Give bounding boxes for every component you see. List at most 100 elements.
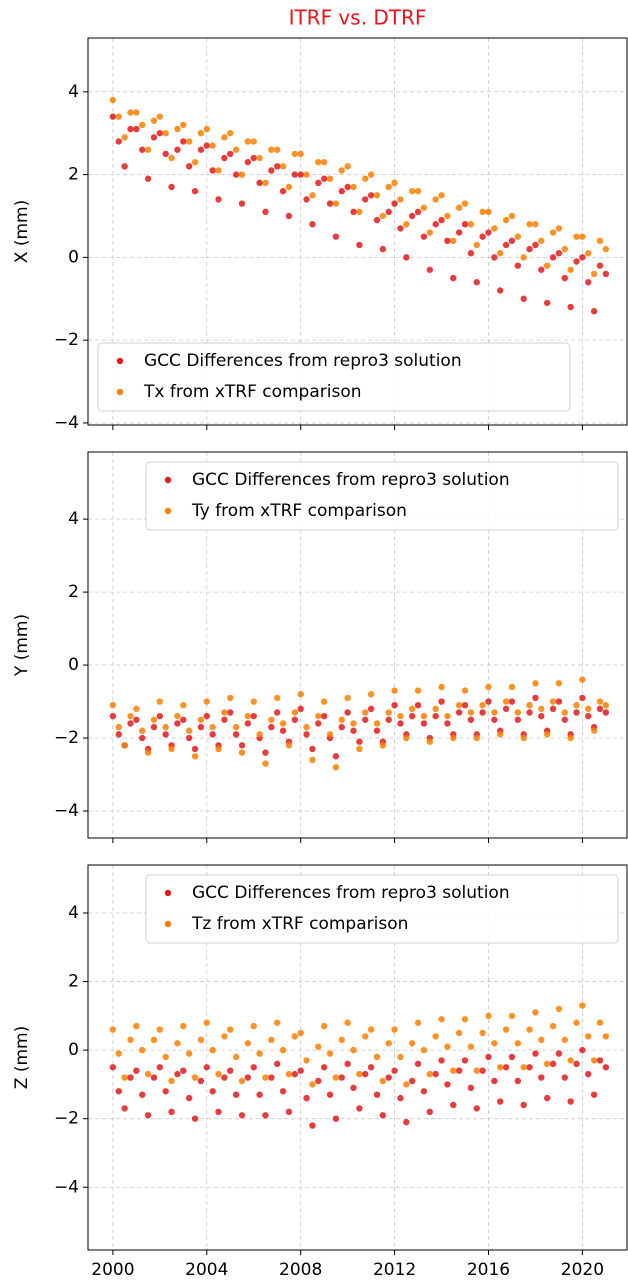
data-point: [426, 266, 434, 273]
plot-frame: [87, 451, 628, 839]
data-point: [232, 723, 240, 731]
data-point: [291, 1033, 299, 1040]
data-point: [133, 705, 140, 713]
data-point: [362, 716, 369, 723]
plot-frame: [87, 864, 628, 1251]
data-point: [438, 1057, 445, 1064]
data-point: [538, 705, 545, 713]
data-point: [497, 731, 504, 738]
data-point: [455, 1067, 463, 1074]
data-point: [250, 712, 257, 720]
data-point: [279, 1088, 287, 1095]
data-point: [403, 254, 410, 261]
data-point: [133, 125, 140, 133]
data-point: [602, 701, 610, 709]
data-point: [303, 1057, 310, 1064]
data-point: [238, 749, 246, 756]
data-point: [197, 1036, 205, 1044]
y-tick-label: 2: [68, 165, 79, 185]
data-point: [373, 192, 381, 199]
legend-marker: [164, 920, 172, 928]
data-point: [121, 1074, 128, 1081]
data-point: [444, 1043, 451, 1050]
data-point: [297, 1029, 304, 1037]
data-point: [180, 1022, 187, 1030]
data-point: [403, 1081, 410, 1088]
data-point: [320, 175, 328, 182]
data-point: [227, 709, 234, 716]
data-point: [532, 1009, 539, 1016]
data-point: [320, 698, 328, 705]
data-point: [291, 709, 299, 716]
data-point: [303, 171, 310, 178]
data-point: [144, 1112, 152, 1119]
data-point: [573, 1019, 580, 1026]
data-point: [356, 745, 363, 753]
data-point: [555, 1050, 563, 1057]
data-point: [326, 200, 334, 207]
data-point: [467, 221, 475, 228]
data-point: [408, 187, 416, 195]
data-point: [385, 716, 392, 723]
data-point: [162, 129, 169, 137]
data-point: [555, 225, 563, 232]
data-point: [426, 229, 434, 236]
legend-box: [97, 342, 571, 412]
data-point: [520, 254, 527, 261]
legend-label: GCC Differences from repro3 solution: [192, 883, 510, 903]
legend-marker: [116, 388, 124, 396]
legend-marker: [164, 889, 172, 897]
data-point: [350, 727, 357, 734]
legend-marker: [164, 507, 172, 515]
y-tick-label: 2: [68, 582, 79, 602]
data-point: [538, 712, 545, 720]
data-point: [520, 295, 527, 302]
data-point: [156, 1026, 164, 1033]
plot-frame: [87, 37, 628, 426]
data-point: [174, 1070, 181, 1078]
data-point: [579, 694, 586, 702]
data-point: [268, 716, 275, 723]
data-point: [561, 716, 568, 723]
data-point: [221, 1033, 228, 1040]
data-point: [344, 1019, 351, 1026]
data-point: [362, 175, 369, 182]
data-point: [362, 1033, 369, 1040]
data-point: [532, 680, 539, 687]
data-point: [350, 1084, 357, 1092]
data-point: [326, 1050, 334, 1057]
data-point: [573, 233, 580, 240]
data-point: [356, 1070, 363, 1078]
y-axis-label: Y (mm): [12, 614, 32, 677]
data-point: [379, 742, 387, 749]
data-point: [450, 274, 457, 282]
data-point: [215, 196, 222, 203]
data-point: [479, 1067, 486, 1074]
data-point: [491, 225, 498, 232]
data-point: [555, 250, 563, 257]
data-point: [579, 254, 586, 261]
data-point: [585, 250, 592, 257]
data-point: [209, 1046, 216, 1054]
data-point: [191, 187, 199, 195]
data-point: [549, 1022, 557, 1030]
data-point: [309, 221, 316, 228]
data-point: [133, 1022, 140, 1030]
data-point: [274, 1019, 281, 1026]
data-point: [438, 698, 445, 705]
data-point: [168, 745, 175, 753]
data-point: [279, 1046, 287, 1054]
data-point: [538, 237, 545, 245]
y-tick-label: 2: [68, 972, 79, 992]
data-point: [350, 720, 357, 727]
legend: GCC Differences from repro3 solution Tx f…: [97, 342, 571, 412]
subplot: Z (mm) −4 −2 0 2 4 2000 2004 2008 2012 2016 2020 GCC…: [12, 864, 628, 1280]
y-axis-label: Z (mm): [12, 1026, 32, 1089]
data-point: [156, 113, 164, 120]
data-point: [139, 734, 146, 742]
data-point: [408, 705, 416, 713]
data-point: [414, 187, 422, 195]
data-point: [543, 731, 551, 738]
data-point: [197, 723, 205, 731]
